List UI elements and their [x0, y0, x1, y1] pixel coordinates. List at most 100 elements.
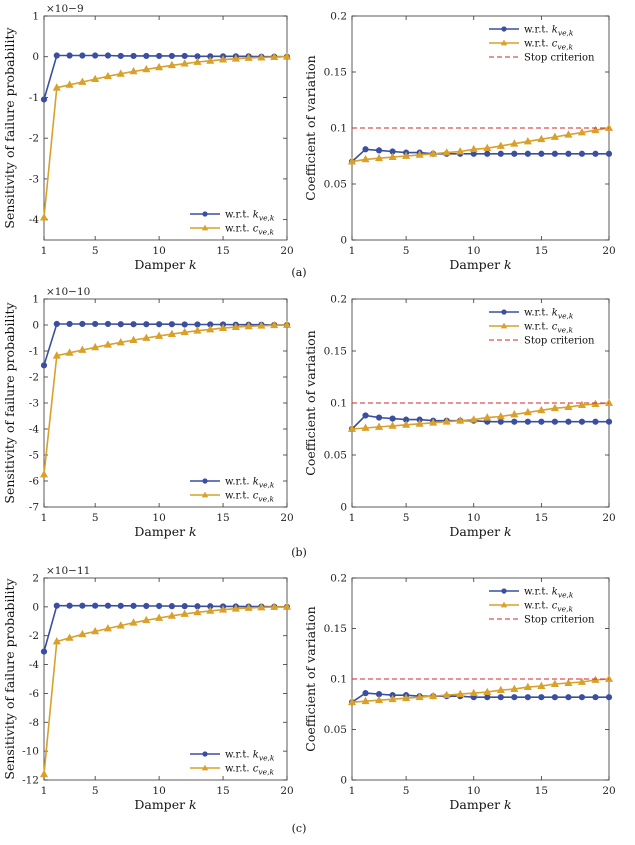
y-tick-label: -10: [22, 746, 39, 758]
y-tick-label: -4: [29, 424, 40, 436]
y-tick-label: -3: [29, 173, 39, 185]
data-point: [402, 151, 411, 159]
y-tick-label: 0.05: [324, 179, 347, 191]
y-tick-label: 0.2: [330, 294, 347, 306]
data-point: [143, 321, 150, 328]
y-tick-label: -7: [29, 502, 39, 514]
data-point: [484, 150, 491, 157]
data-point: [103, 624, 112, 632]
data-point: [91, 74, 100, 83]
data-point: [92, 602, 99, 609]
data-point: [52, 83, 61, 91]
x-tick-label: 10: [152, 512, 165, 524]
data-point: [206, 324, 215, 333]
data-point: [244, 603, 253, 611]
legend-marker: [500, 39, 508, 46]
data-point: [142, 64, 151, 73]
data-point: [116, 69, 125, 77]
y-tick-label: 1: [32, 11, 39, 23]
x-tick-label: 20: [280, 245, 293, 257]
data-point: [496, 685, 505, 694]
y-tick-label: -6: [29, 476, 40, 488]
legend-marker: [501, 588, 507, 594]
x-tick-label: 5: [403, 785, 410, 797]
data-point: [270, 602, 279, 610]
legend-marker: [201, 224, 209, 231]
data-point: [523, 682, 532, 690]
legend-marker: [500, 601, 508, 608]
x-tick-label: 1: [349, 512, 356, 524]
data-point: [206, 56, 215, 64]
x-tick-label: 5: [92, 245, 99, 257]
data-point: [52, 637, 61, 645]
data-point: [551, 150, 558, 157]
x-tick-label: 1: [41, 245, 48, 257]
data-point: [524, 150, 531, 157]
data-point: [104, 602, 112, 609]
data-point: [402, 693, 411, 702]
y-tick-label: 2: [32, 573, 39, 585]
data-point: [550, 132, 559, 140]
data-point: [551, 418, 558, 425]
data-point: [592, 150, 599, 157]
y-tick-label: 0.05: [324, 450, 347, 462]
x-tick-label: 5: [92, 512, 99, 524]
series-line-0: [43, 323, 287, 366]
data-point: [456, 147, 465, 155]
y-multiplier: ×10−11: [46, 565, 90, 577]
x-tick-label: 1: [41, 512, 48, 524]
data-point: [551, 694, 558, 701]
data-point: [577, 128, 586, 136]
data-point: [375, 147, 383, 154]
data-point: [143, 602, 150, 610]
data-point: [375, 695, 384, 704]
data-point: [537, 134, 546, 143]
data-point: [564, 130, 573, 138]
data-point: [79, 320, 86, 328]
x-tick-label: 15: [216, 512, 229, 524]
x-tick-label: 15: [535, 512, 548, 524]
y-tick-label: 0.15: [324, 67, 347, 79]
plot-frame: [43, 577, 288, 781]
data-point: [511, 150, 518, 157]
y-tick-label: -1: [29, 92, 39, 104]
y-tick-label: 0: [32, 601, 39, 613]
data-point: [117, 321, 124, 328]
legend: w.r.t. kve,kw.r.t. cve,k: [190, 750, 275, 777]
data-point: [180, 609, 189, 617]
data-point: [92, 52, 99, 59]
y-tick-label: -2: [29, 630, 39, 642]
y-tick-label: 0: [32, 51, 39, 63]
y-axis-label: Sensitivity of failure probability: [2, 577, 17, 779]
x-axis-label: Damper k: [134, 797, 196, 812]
data-point: [156, 321, 163, 328]
data-point: [497, 418, 504, 425]
data-point: [591, 399, 600, 407]
data-point: [130, 602, 137, 609]
data-point: [415, 692, 424, 701]
y-tick-label: 0.2: [330, 11, 347, 23]
legend-label: w.r.t. kve,k: [225, 210, 275, 223]
data-point: [456, 689, 465, 698]
data-point: [129, 618, 138, 626]
data-point: [388, 421, 397, 429]
data-point: [415, 150, 424, 158]
y-tick-label: -1: [29, 346, 39, 358]
data-point: [523, 407, 532, 416]
data-point: [415, 419, 424, 427]
y-multiplier: ×10−10: [46, 286, 90, 298]
data-point: [362, 146, 369, 153]
data-point: [104, 320, 112, 328]
data-point: [66, 320, 73, 328]
data-point: [231, 322, 240, 330]
data-point: [456, 416, 465, 424]
data-point: [361, 154, 370, 163]
data-point: [538, 694, 545, 701]
data-point: [361, 423, 370, 431]
data-point: [538, 418, 545, 425]
data-point: [577, 400, 586, 408]
x-axis-label: Damper k: [134, 257, 196, 272]
